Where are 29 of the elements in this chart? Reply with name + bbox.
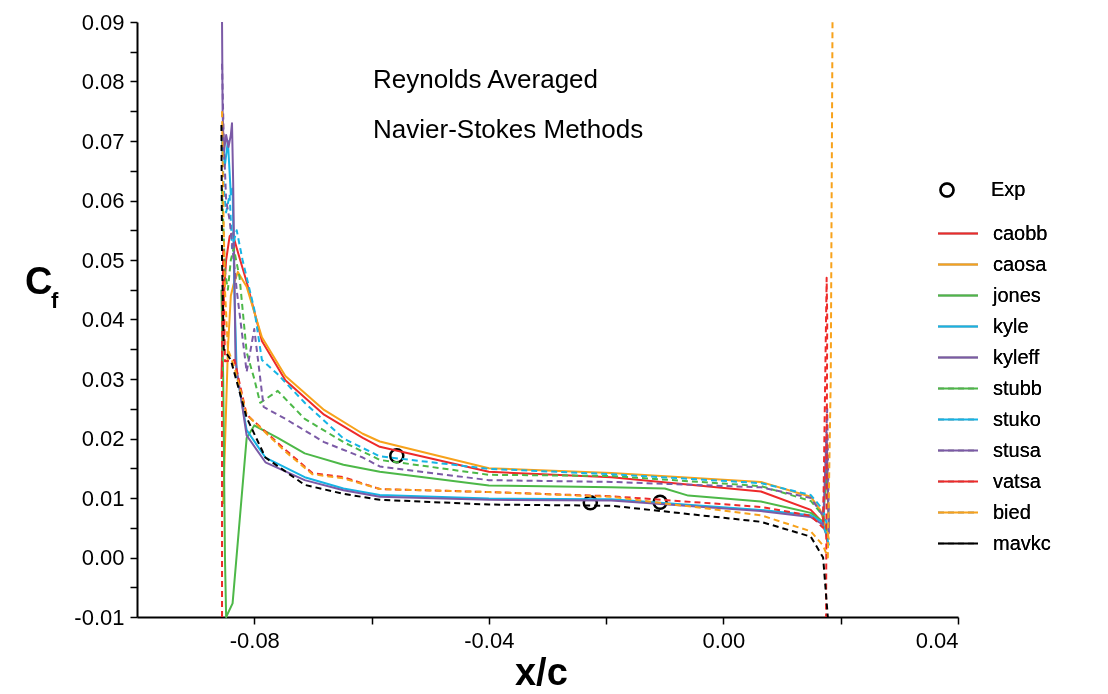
x-tick-label: 0.00 [702,627,746,653]
y-tick-label: 0.01 [81,485,125,511]
y-tick-label: 0.05 [81,247,125,273]
legend-label: mavkc [993,531,1051,554]
legend-label: caobb [993,221,1048,244]
legend-label: stusa [993,438,1042,461]
y-tick-label: 0.07 [81,128,125,154]
legend-label: jones [992,283,1041,306]
legend-label: stubb [993,376,1042,399]
y-tick-label: 0.00 [81,545,125,570]
x-tick-label: 0.04 [915,627,959,653]
y-tick-label: 0.03 [81,366,125,392]
x-tick-label: -0.08 [229,627,280,653]
y-tick-label: -0.01 [74,604,125,630]
y-tick-label: 0.02 [81,426,125,451]
legend-label: stuko [993,407,1041,430]
legend-label: vatsa [993,469,1042,492]
text: Reynolds Averaged Navier-Stokes Methods [373,64,644,144]
legend-label: bied [993,500,1031,523]
x-axis-title: x/c [514,651,568,693]
legend-label: kyle [993,314,1029,337]
y-tick-label: 0.09 [81,9,125,35]
y-tick-label: 0.08 [81,69,125,94]
legend-label: caosa [993,252,1048,275]
y-tick-label: 0.06 [81,188,125,213]
y-tick-label: 0.04 [81,307,125,332]
x-tick-label: -0.04 [464,627,515,653]
legend-label: Exp [991,178,1026,200]
legend-label: kyleff [993,345,1040,368]
